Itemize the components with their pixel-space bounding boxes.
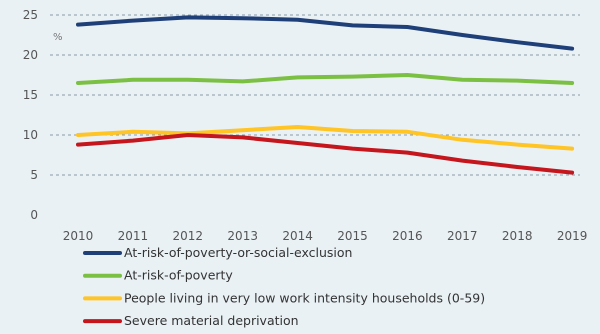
x-tick-label: 2016 — [392, 229, 423, 243]
x-tick-label: 2015 — [337, 229, 368, 243]
x-tick-label: 2018 — [502, 229, 533, 243]
y-tick-label: 25 — [23, 8, 38, 22]
series-line-3 — [76, 125, 575, 151]
y-axis-tick-labels: 0 5 10 15 20 25 — [23, 8, 38, 222]
series-line-4 — [76, 133, 575, 175]
x-tick-label: 2012 — [173, 229, 204, 243]
x-tick-label: 2019 — [557, 229, 588, 243]
y-tick-label: 10 — [23, 128, 38, 142]
series-lines — [76, 15, 575, 175]
x-tick-label: 2014 — [282, 229, 313, 243]
x-tick-label: 2013 — [227, 229, 258, 243]
legend-label: Severe material deprivation — [124, 313, 299, 328]
x-tick-label: 2017 — [447, 229, 478, 243]
x-axis-tick-labels: 2010 2011 2012 2013 2014 2015 2016 2017 2018 2019 — [63, 229, 588, 243]
y-tick-label: 15 — [23, 88, 38, 102]
unit-label: % — [53, 32, 63, 43]
legend: At-risk-of-poverty-or-social-exclusion At… — [83, 245, 485, 328]
legend-label: People living in very low work intensity… — [124, 290, 485, 305]
x-tick-label: 2010 — [63, 229, 94, 243]
gridlines — [50, 14, 580, 176]
x-tick-label: 2011 — [118, 229, 149, 243]
series-line-1 — [76, 15, 575, 51]
legend-label: At-risk-of-poverty — [124, 268, 233, 283]
y-tick-label: 5 — [30, 168, 38, 182]
y-tick-label: 0 — [30, 208, 38, 222]
y-tick-label: 20 — [23, 48, 38, 62]
legend-label: At-risk-of-poverty-or-social-exclusion — [124, 245, 352, 260]
series-line-2 — [76, 73, 575, 85]
